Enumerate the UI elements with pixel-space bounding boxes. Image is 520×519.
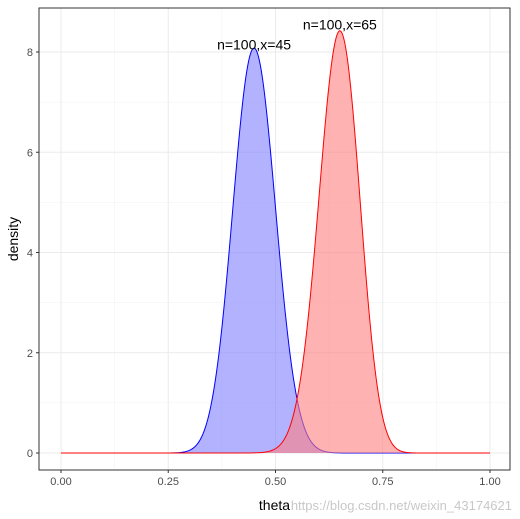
y-tick-label: 8 <box>27 47 33 59</box>
annotation-label: n=100,x=65 <box>303 16 377 32</box>
density-area-0 <box>61 48 490 454</box>
density-line-1 <box>61 30 490 454</box>
axis-layer: 0.00 0.25 0.50 0.75 1.00 0 2 4 6 8 <box>27 47 501 488</box>
x-tick-label: 0.75 <box>372 476 393 488</box>
annotation-layer: n=100,x=45 n=100,x=65 <box>217 16 377 52</box>
y-tick-label: 4 <box>27 248 33 260</box>
annotation-label: n=100,x=45 <box>217 36 291 52</box>
x-tick-label: 0.00 <box>50 476 71 488</box>
x-tick-label: 0.50 <box>265 476 286 488</box>
panel-border <box>38 7 511 471</box>
y-tick-label: 0 <box>27 448 33 460</box>
y-axis-title: density <box>5 217 21 261</box>
series-layer <box>61 30 490 454</box>
x-tick-label: 0.25 <box>158 476 179 488</box>
x-axis-title: theta <box>259 497 290 513</box>
x-tick-label: 1.00 <box>479 476 500 488</box>
y-tick-label: 2 <box>27 348 33 360</box>
y-tick-label: 6 <box>27 147 33 159</box>
watermark-text: https://blog.csdn.net/weixin_43174621 <box>291 498 512 513</box>
